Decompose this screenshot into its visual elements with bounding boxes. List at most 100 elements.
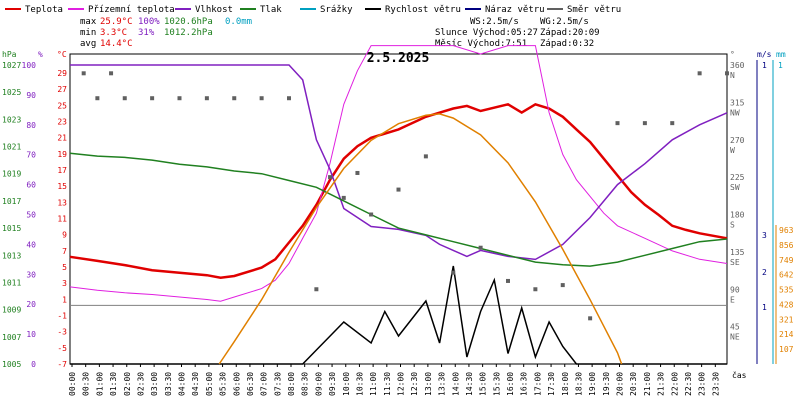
c-tick: 17 bbox=[57, 166, 67, 175]
wind-dir-point bbox=[232, 96, 237, 101]
ms-tick: 2 bbox=[762, 268, 767, 277]
pct-tick: 0 bbox=[31, 360, 36, 369]
wind-dir-point bbox=[122, 96, 127, 101]
wind-dir-point bbox=[95, 96, 100, 101]
info-wg: WG:2.5m/s bbox=[540, 17, 589, 27]
info-sun: Slunce Východ:05:27 bbox=[435, 28, 538, 38]
x-tick: 02:00 bbox=[123, 372, 132, 396]
legend-label: Teplota bbox=[25, 5, 63, 15]
deg-tick: 135 bbox=[730, 248, 745, 257]
c-tick: 9 bbox=[62, 231, 67, 240]
pct-tick: 40 bbox=[26, 240, 36, 249]
pct-tick: 50 bbox=[26, 211, 36, 220]
c-tick: 19 bbox=[57, 150, 67, 159]
wm2-tick: 749 bbox=[779, 256, 794, 265]
series-rychlost-větru bbox=[70, 265, 727, 365]
wm2-tick: 107 bbox=[779, 345, 794, 354]
x-tick: 07:30 bbox=[273, 372, 282, 396]
x-tick: 07:00 bbox=[260, 372, 269, 396]
series-radiace bbox=[218, 113, 623, 365]
c-tick: -7 bbox=[57, 360, 67, 369]
wm2-tick: 856 bbox=[779, 241, 794, 250]
stat-hum: 31% bbox=[138, 28, 155, 38]
stat-rain: 0.0mm bbox=[225, 17, 252, 27]
chart-title: 2.5.2025 bbox=[367, 51, 430, 66]
legend: Teplota Přízemní teplota Vlhkost Tlak Srážky… bbox=[5, 5, 621, 15]
hpa-tick: 1005 bbox=[2, 360, 21, 369]
wind-dir-point bbox=[177, 96, 182, 101]
stat-hum: 100% bbox=[138, 17, 160, 27]
wind-dir-point bbox=[615, 121, 620, 126]
x-tick: 20:00 bbox=[616, 372, 625, 396]
series-teplota bbox=[69, 102, 728, 279]
x-tick: 01:30 bbox=[109, 372, 118, 396]
x-tick: 22:00 bbox=[670, 372, 679, 396]
x-tick: 09:30 bbox=[328, 372, 337, 396]
wind-dir-point bbox=[642, 121, 647, 126]
legend-label: Směr větru bbox=[567, 5, 621, 15]
c-tick: 27 bbox=[57, 85, 67, 94]
c-tick: 29 bbox=[57, 69, 67, 78]
x-tick: 23:30 bbox=[711, 372, 720, 396]
info-moon: Měsíc Východ:7:51 bbox=[435, 39, 527, 49]
x-tick: 17:00 bbox=[533, 372, 542, 396]
wind-dir-point bbox=[314, 287, 319, 292]
legend-label: Vlhkost bbox=[195, 5, 233, 15]
stat-press: 1020.6hPa bbox=[164, 17, 213, 27]
legend-label: Srážky bbox=[320, 5, 353, 15]
legend-label: Rychlost větru bbox=[385, 5, 461, 15]
hpa-tick: 1023 bbox=[2, 115, 21, 124]
x-tick: 23:00 bbox=[698, 372, 707, 396]
stats-block: max 25.9°C 100% 1020.6hPa 0.0mm min 3.3°C 31% 10… bbox=[80, 17, 600, 49]
hpa-tick: 1017 bbox=[2, 197, 21, 206]
ms-unit: m/s bbox=[757, 50, 772, 59]
x-tick: 08:00 bbox=[287, 372, 296, 396]
wind-dir-point bbox=[204, 96, 209, 101]
c-tick: -1 bbox=[57, 312, 67, 321]
c-tick: 7 bbox=[62, 247, 67, 256]
wind-dir-point bbox=[396, 187, 401, 192]
wind-dir-point bbox=[588, 316, 593, 321]
wind-dir-point bbox=[259, 96, 264, 101]
wind-dir-point bbox=[150, 96, 155, 101]
c-tick: 13 bbox=[57, 198, 67, 207]
stat-temp: 3.3°C bbox=[100, 28, 127, 38]
x-tick: 10:30 bbox=[355, 372, 364, 396]
info-moon-set: Západ:0:32 bbox=[540, 39, 594, 49]
x-tick: 14:00 bbox=[451, 372, 460, 396]
series-přízemní-teplota bbox=[69, 45, 728, 302]
ms-tick: 1 bbox=[762, 303, 767, 312]
ms-tick: 1 bbox=[762, 61, 767, 70]
x-tick: 03:00 bbox=[150, 372, 159, 396]
wind-dir-point bbox=[697, 71, 702, 76]
deg-tick: 180 bbox=[730, 211, 745, 220]
x-tick: 00:30 bbox=[82, 372, 91, 396]
x-tick: 10:00 bbox=[342, 372, 351, 396]
legend-label: Přízemní teplota bbox=[88, 5, 175, 15]
x-tick: 12:30 bbox=[410, 372, 419, 396]
hpa-tick: 1021 bbox=[2, 143, 21, 152]
pct-tick: 80 bbox=[26, 121, 36, 130]
pct-tick: 60 bbox=[26, 181, 36, 190]
x-tick: 14:30 bbox=[465, 372, 474, 396]
stat-temp: 14.4°C bbox=[100, 39, 133, 49]
hpa-tick: 1013 bbox=[2, 251, 21, 260]
x-tick: 15:30 bbox=[492, 372, 501, 396]
wind-dir-point bbox=[81, 71, 86, 76]
legend-label: Tlak bbox=[260, 5, 282, 15]
c-tick: -5 bbox=[57, 344, 67, 353]
x-tick: 12:00 bbox=[397, 372, 406, 396]
axes: 1027102510231021101910171015101310111009… bbox=[2, 50, 794, 396]
pct-unit: % bbox=[38, 50, 43, 59]
dir-tick: W bbox=[730, 146, 735, 155]
c-tick: 23 bbox=[57, 118, 67, 127]
c-tick: 15 bbox=[57, 182, 67, 191]
x-tick: 18:30 bbox=[574, 372, 583, 396]
x-tick: 08:30 bbox=[301, 372, 310, 396]
x-tick: 21:30 bbox=[657, 372, 666, 396]
wm2-tick: 535 bbox=[779, 286, 794, 295]
hpa-tick: 1019 bbox=[2, 170, 21, 179]
pct-tick: 30 bbox=[26, 270, 36, 279]
wind-dir-point bbox=[670, 121, 675, 126]
